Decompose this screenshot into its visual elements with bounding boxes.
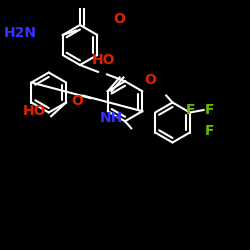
Text: NH: NH — [100, 110, 123, 124]
Text: H2N: H2N — [4, 26, 37, 40]
Text: O: O — [114, 12, 126, 26]
Text: HO: HO — [92, 53, 116, 67]
Text: O: O — [144, 73, 156, 87]
Text: F: F — [205, 124, 215, 138]
Text: F: F — [186, 104, 195, 118]
Text: F: F — [205, 104, 215, 118]
Text: HO: HO — [23, 104, 47, 118]
Text: O: O — [72, 94, 84, 108]
